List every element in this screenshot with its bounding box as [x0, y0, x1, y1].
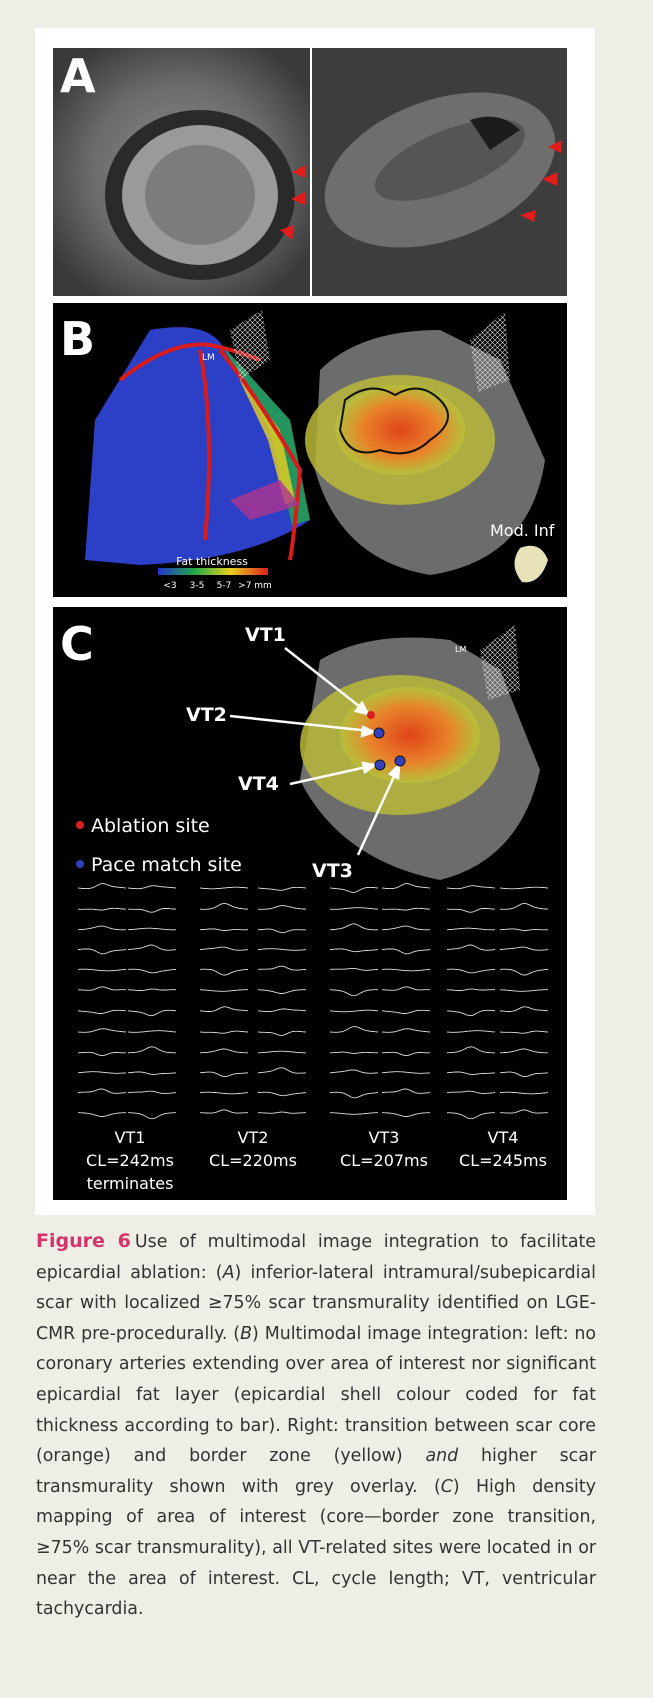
caption-text: B — [240, 1324, 252, 1344]
site-label: VT4 — [238, 773, 279, 795]
legend-label: >7 mm — [238, 581, 272, 591]
ecg-label: CL=242ms — [86, 1151, 174, 1170]
ecg-label: terminates — [87, 1174, 174, 1193]
legend-label: Pace match site — [91, 854, 242, 876]
annotation: Mod. Inf — [490, 521, 555, 540]
ecg-label: VT4 — [488, 1128, 519, 1147]
caption-text: ) Multimodal image integration: left: no… — [36, 1324, 596, 1466]
caption-text: ) High density mapping of area of intere… — [36, 1477, 596, 1619]
legend-label: 5-7 — [217, 581, 232, 591]
legend-label: 3-5 — [190, 581, 205, 591]
panel-label: A — [60, 49, 96, 103]
panel-c: LM VT1 VT2 VT4 VT3 Ablation site Pace ma… — [53, 607, 567, 1200]
figure-label: Figure 6 — [36, 1230, 131, 1252]
annotation: LM — [455, 645, 466, 654]
legend-label: Ablation site — [91, 815, 210, 837]
legend-label: <3 — [163, 581, 176, 591]
ecg-label: VT1 — [115, 1128, 146, 1147]
site-label: VT3 — [312, 860, 353, 882]
figure: A LM Fat thickness <3 3-5 5-7 >7 mm Mod.… — [0, 0, 653, 1215]
caption-text: A — [223, 1263, 235, 1283]
ecg-label: CL=245ms — [459, 1151, 547, 1170]
page: A LM Fat thickness <3 3-5 5-7 >7 mm Mod.… — [0, 0, 653, 1698]
panel-label: B — [60, 312, 95, 366]
ecg-label: VT2 — [238, 1128, 269, 1147]
ecg-label: CL=207ms — [340, 1151, 428, 1170]
caption-text: and — [425, 1446, 458, 1466]
ecg-label: VT3 — [369, 1128, 400, 1147]
panel-label: C — [60, 617, 94, 671]
panel-a: A — [53, 48, 577, 296]
site-label: VT1 — [245, 624, 286, 646]
legend-title: Fat thickness — [176, 555, 248, 568]
ecg-label: CL=220ms — [209, 1151, 297, 1170]
annotation: LM — [202, 353, 215, 363]
panel-b: LM Fat thickness <3 3-5 5-7 >7 mm Mod. I… — [53, 303, 567, 597]
site-label: VT2 — [186, 704, 227, 726]
caption-text: C — [441, 1477, 453, 1497]
